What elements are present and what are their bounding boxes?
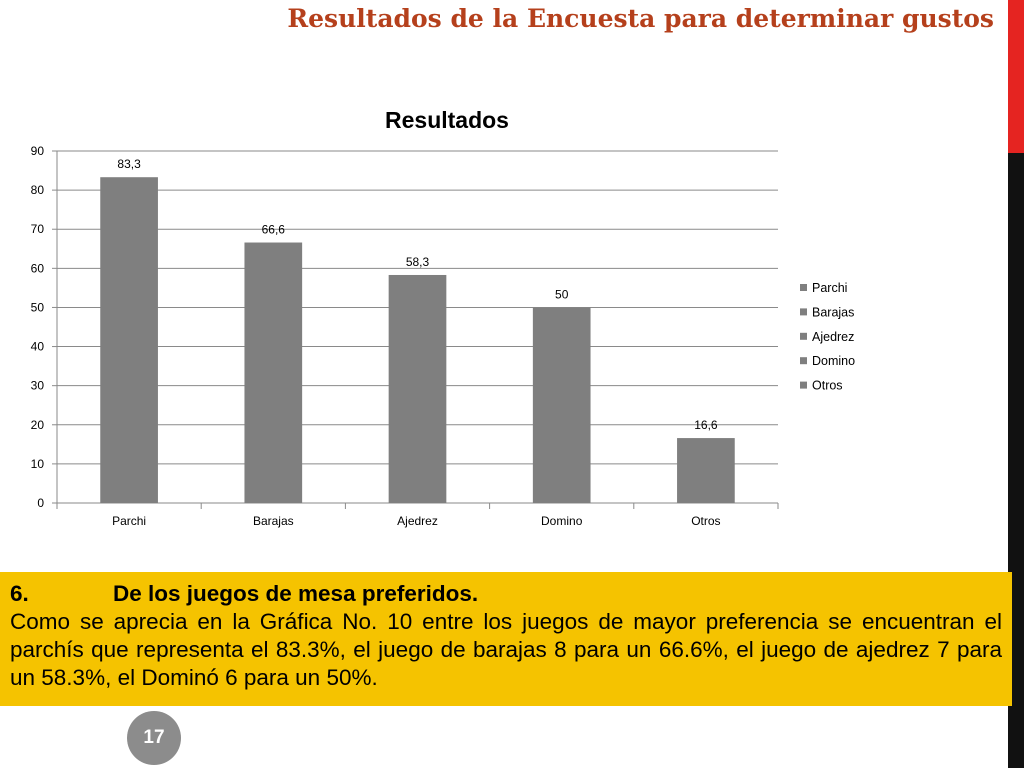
y-tick-label: 0 (37, 496, 44, 510)
bar-parchi (100, 177, 158, 503)
legend-entry: Parchi (812, 281, 847, 295)
description-body: Como se aprecia en la Gráfica No. 10 ent… (10, 609, 1002, 690)
results-bar-chart: Resultados 0 10 20 30 40 50 60 70 80 90 83,3 66,6 5… (31, 107, 855, 528)
y-tick-label: 50 (31, 300, 45, 314)
heading-number: 6. (10, 581, 29, 606)
y-tick-label: 80 (31, 183, 45, 197)
x-tick-label: Barajas (253, 514, 294, 528)
y-tick-label: 60 (31, 261, 45, 275)
bar-barajas (244, 242, 303, 503)
chart-title: Resultados (385, 107, 509, 133)
data-label: 83,3 (117, 157, 141, 171)
legend-entry: Domino (812, 354, 855, 368)
slide-title: Resultados de la Encuesta para determina… (287, 4, 994, 33)
y-tick-label: 10 (31, 457, 45, 471)
y-tick-label: 40 (31, 340, 45, 354)
page-number-badge: 17 (127, 711, 181, 765)
x-axis: Parchi Barajas Ajedrez Domino Otros (56, 503, 779, 528)
description-box: 6. De los juegos de mesa preferidos. Com… (0, 572, 1012, 706)
data-label: 58,3 (406, 255, 430, 269)
legend-swatch (800, 308, 807, 316)
x-tick-label: Parchi (112, 514, 146, 528)
y-tick-label: 70 (31, 222, 45, 236)
bars: 83,3 66,6 58,3 50 16,6 (100, 157, 735, 503)
legend-swatch (800, 332, 807, 340)
legend-entry: Barajas (812, 305, 854, 319)
data-label: 50 (555, 287, 569, 301)
description-heading: 6. De los juegos de mesa preferidos. (10, 580, 1002, 608)
bar-domino (532, 307, 591, 503)
data-label: 16,6 (694, 418, 718, 432)
accent-bar-black (1008, 153, 1024, 768)
chart-legend: Parchi Barajas Ajedrez Domino Otros (800, 281, 855, 393)
x-tick-label: Domino (541, 514, 583, 528)
heading-text: De los juegos de mesa preferidos. (113, 581, 479, 606)
legend-entry: Otros (812, 379, 843, 393)
y-axis: 0 10 20 30 40 50 60 70 80 90 (31, 144, 58, 510)
legend-entry: Ajedrez (812, 330, 854, 344)
y-tick-label: 30 (31, 379, 45, 393)
bar-otros (677, 438, 735, 503)
y-tick-label: 20 (31, 418, 45, 432)
accent-bar-red (1008, 0, 1024, 153)
legend-swatch (800, 381, 807, 389)
x-tick-label: Ajedrez (397, 514, 438, 528)
legend-swatch (800, 357, 807, 365)
bar-ajedrez (388, 274, 447, 503)
data-label: 66,6 (262, 223, 286, 237)
legend-swatch (800, 284, 807, 291)
x-tick-label: Otros (691, 514, 720, 528)
y-tick-label: 90 (31, 144, 45, 158)
